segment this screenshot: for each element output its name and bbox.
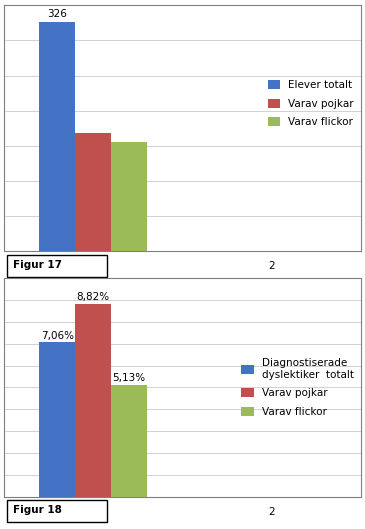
Bar — [75, 304, 111, 497]
Text: 5,13%: 5,13% — [112, 373, 145, 383]
FancyBboxPatch shape — [7, 254, 107, 277]
Bar — [39, 22, 75, 251]
Bar — [75, 133, 111, 251]
Legend: Diagnostiserade
dyslektiker  totalt, Varav pojkar, Varav flickor: Diagnostiserade dyslektiker totalt, Vara… — [237, 354, 358, 421]
Text: Figur 17: Figur 17 — [12, 260, 62, 269]
Bar — [39, 342, 75, 497]
Text: Figur 18: Figur 18 — [12, 505, 61, 515]
Text: 7,06%: 7,06% — [41, 331, 74, 341]
Bar — [111, 142, 147, 251]
Bar — [111, 385, 147, 497]
FancyBboxPatch shape — [7, 500, 107, 522]
Legend: Elever totalt, Varav pojkar, Varav flickor: Elever totalt, Varav pojkar, Varav flick… — [264, 76, 358, 132]
Text: 326: 326 — [47, 10, 67, 20]
Text: 8,82%: 8,82% — [77, 292, 110, 302]
